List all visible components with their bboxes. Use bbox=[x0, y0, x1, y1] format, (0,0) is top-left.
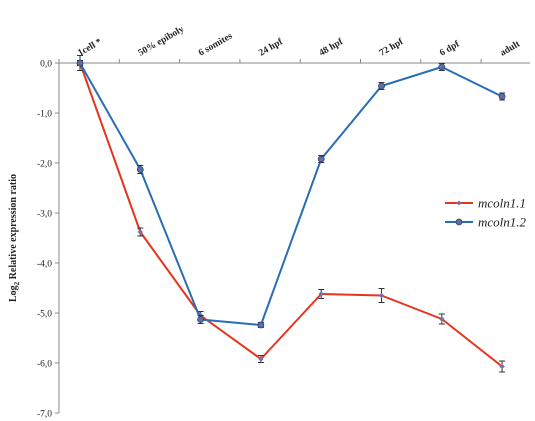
y-tick-label: 0,0 bbox=[40, 60, 52, 70]
y-axis-title: Log2 Relative expression ratio bbox=[8, 174, 21, 302]
y-tick-label: -6,0 bbox=[37, 360, 52, 370]
x-tick-label: 72 hpf bbox=[378, 37, 406, 59]
x-tick-label: 6 dpf bbox=[438, 39, 462, 59]
x-axis: 1cell * 50% epiboly 6 somites 24 hpf 48 hpf 7… bbox=[58, 24, 530, 64]
legend: mcoln1.1 mcoln1.2 bbox=[445, 196, 527, 230]
legend-entry: mcoln1.2 bbox=[445, 215, 527, 230]
legend-label: mcoln1.2 bbox=[478, 215, 527, 230]
x-tick-label: 6 somites bbox=[197, 31, 234, 58]
y-axis-title-rest: Relative expression ratio bbox=[8, 174, 19, 282]
data-point bbox=[499, 363, 505, 370]
series-line bbox=[79, 62, 503, 368]
data-point bbox=[197, 316, 205, 323]
series-mcoln1.1 bbox=[77, 55, 506, 373]
y-tick-label: -2,0 bbox=[37, 160, 52, 170]
y-tick-label: -4,0 bbox=[37, 260, 52, 270]
series-layer bbox=[76, 55, 506, 373]
data-point bbox=[378, 82, 385, 90]
series-mcoln1.2 bbox=[76, 59, 506, 329]
x-tick-label: adult bbox=[499, 39, 523, 59]
series-line bbox=[79, 62, 503, 326]
data-point bbox=[378, 292, 385, 299]
y-axis-title-subscript: 2 bbox=[13, 281, 21, 285]
y-tick-label: -5,0 bbox=[37, 310, 52, 320]
data-point bbox=[258, 356, 264, 362]
x-tick-label: 50% epiboly bbox=[137, 24, 186, 58]
y-axis: 0,0 -1,0 -2,0 -3,0 -4,0 -5,0 -6,0 -7,0 bbox=[37, 60, 60, 420]
y-tick-label: -7,0 bbox=[37, 410, 52, 420]
x-tick-label: 24 hpf bbox=[257, 37, 285, 59]
y-tick-label: -1,0 bbox=[37, 110, 52, 120]
legend-swatch-marker bbox=[456, 200, 462, 206]
data-point bbox=[76, 59, 84, 67]
legend-swatch-marker bbox=[455, 218, 463, 226]
data-point bbox=[317, 155, 325, 163]
legend-label: mcoln1.1 bbox=[478, 196, 526, 211]
data-point bbox=[498, 93, 506, 100]
data-point bbox=[438, 63, 446, 71]
y-tick-label: -3,0 bbox=[37, 210, 52, 220]
data-point bbox=[136, 166, 144, 173]
data-point bbox=[318, 291, 325, 297]
data-point bbox=[137, 229, 144, 235]
legend-entry: mcoln1.1 bbox=[445, 196, 526, 211]
y-axis-title-main: Log bbox=[8, 285, 19, 302]
x-tick-label: 48 hpf bbox=[318, 37, 346, 59]
data-point bbox=[257, 321, 265, 329]
data-point bbox=[438, 316, 445, 322]
